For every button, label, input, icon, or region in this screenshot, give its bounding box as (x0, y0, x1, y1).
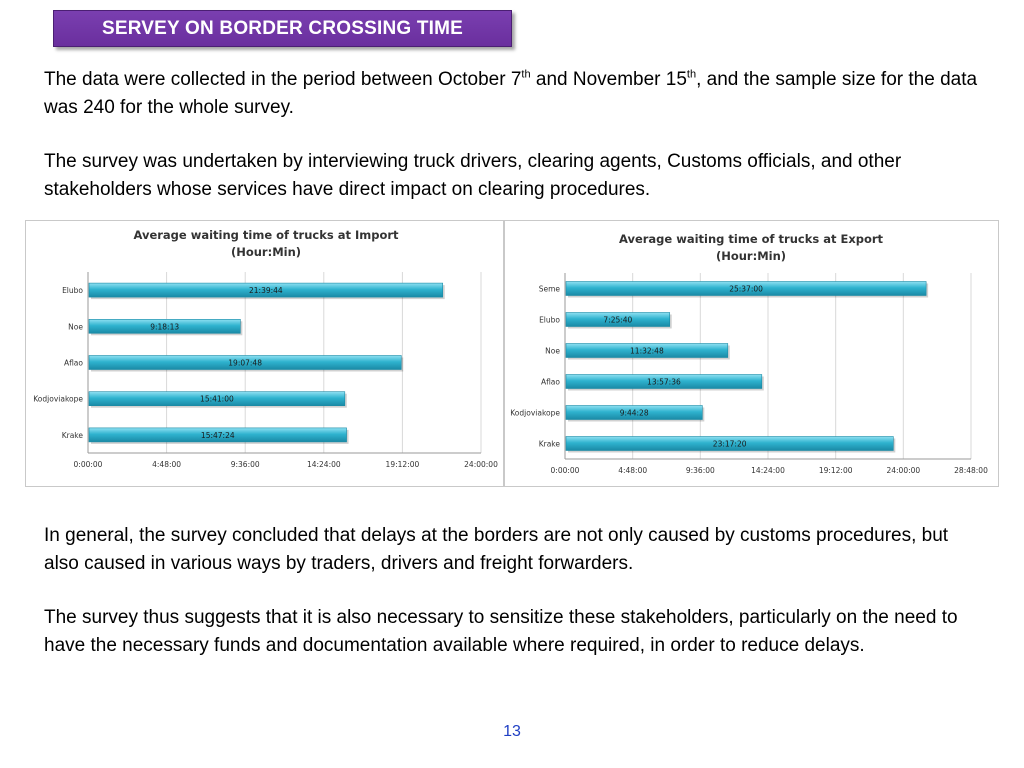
bar-value-label: 15:47:24 (201, 431, 235, 440)
import-waiting-time-chart: Average waiting time of trucks at Import… (25, 220, 504, 487)
bar (88, 391, 346, 406)
bar (565, 281, 927, 296)
slide-title: SERVEY ON BORDER CROSSING TIME (101, 17, 464, 39)
bar-value-label: 25:37:00 (729, 285, 763, 294)
category-label: Noe (545, 347, 560, 356)
slide-title-banner: SERVEY ON BORDER CROSSING TIME (53, 10, 512, 47)
x-tick-label: 14:24:00 (307, 460, 341, 469)
bar (88, 427, 347, 443)
x-tick-label: 24:00:00 (886, 466, 920, 475)
chart-title-line: (Hour:Min) (231, 245, 301, 259)
category-label: Krake (62, 431, 84, 440)
intro-text-3: , and the sample size for the data was 2… (44, 69, 978, 118)
x-tick-label: 28:48:00 (954, 466, 988, 475)
x-tick-label: 14:24:00 (751, 466, 785, 475)
intro-paragraph-collection-period: The data were collected in the period be… (44, 66, 984, 122)
intro-text-1: The data were collected in the period be… (44, 69, 522, 90)
x-tick-label: 0:00:00 (551, 466, 580, 475)
category-label: Kodjoviakope (33, 395, 83, 404)
bar (565, 343, 729, 358)
category-label: Aflao (64, 359, 83, 368)
bar-value-label: 9:18:13 (150, 322, 179, 331)
x-tick-label: 9:36:00 (686, 466, 715, 475)
bar-value-label: 7:25:40 (603, 316, 632, 325)
bar-value-label: 15:41:00 (200, 395, 234, 404)
page-number: 13 (503, 723, 521, 740)
intro-paragraph-method: The survey was undertaken by interviewin… (44, 151, 902, 200)
chart-title-line: (Hour:Min) (716, 249, 786, 263)
x-tick-label: 4:48:00 (618, 466, 647, 475)
bar (88, 355, 402, 370)
bar-value-label: 21:39:44 (249, 286, 283, 295)
category-label: Noe (68, 322, 83, 331)
x-tick-label: 24:00:00 (464, 460, 498, 469)
x-tick-label: 9:36:00 (231, 460, 260, 469)
export-waiting-time-chart: Average waiting time of trucks at Export… (504, 220, 999, 487)
category-label: Krake (539, 440, 561, 449)
bar (565, 312, 671, 327)
conclusion-paragraph-causes: In general, the survey concluded that de… (44, 525, 949, 574)
bar (565, 374, 763, 389)
bar (565, 405, 703, 420)
x-tick-label: 19:12:00 (386, 460, 420, 469)
category-label: Elubo (539, 316, 560, 325)
category-label: Seme (539, 285, 561, 294)
chart-title-line: Average waiting time of trucks at Export (619, 232, 884, 246)
x-tick-label: 0:00:00 (74, 460, 103, 469)
import-chart-svg: Average waiting time of trucks at Import… (33, 228, 498, 469)
chart-title-line: Average waiting time of trucks at Import (133, 228, 399, 242)
bar-value-label: 9:44:28 (620, 409, 649, 418)
x-tick-label: 4:48:00 (152, 460, 181, 469)
x-tick-label: 19:12:00 (819, 466, 853, 475)
conclusion-paragraph-recommendation: The survey thus suggests that it is also… (44, 607, 958, 656)
bar-value-label: 19:07:48 (228, 359, 262, 368)
category-label: Kodjoviakope (510, 409, 560, 418)
bar (565, 436, 894, 451)
bar-value-label: 23:17:20 (713, 440, 747, 449)
ordinal-suffix-2: th (686, 68, 697, 81)
category-label: Aflao (541, 378, 560, 387)
bar (88, 282, 444, 298)
ordinal-suffix-1: th (521, 68, 531, 81)
export-chart-svg: Average waiting time of trucks at Export… (510, 232, 988, 475)
bar-value-label: 11:32:48 (630, 347, 664, 356)
bar (88, 319, 241, 334)
bar-value-label: 13:57:36 (647, 378, 681, 387)
intro-text-2: and November 15 (530, 69, 687, 90)
category-label: Elubo (62, 286, 83, 295)
